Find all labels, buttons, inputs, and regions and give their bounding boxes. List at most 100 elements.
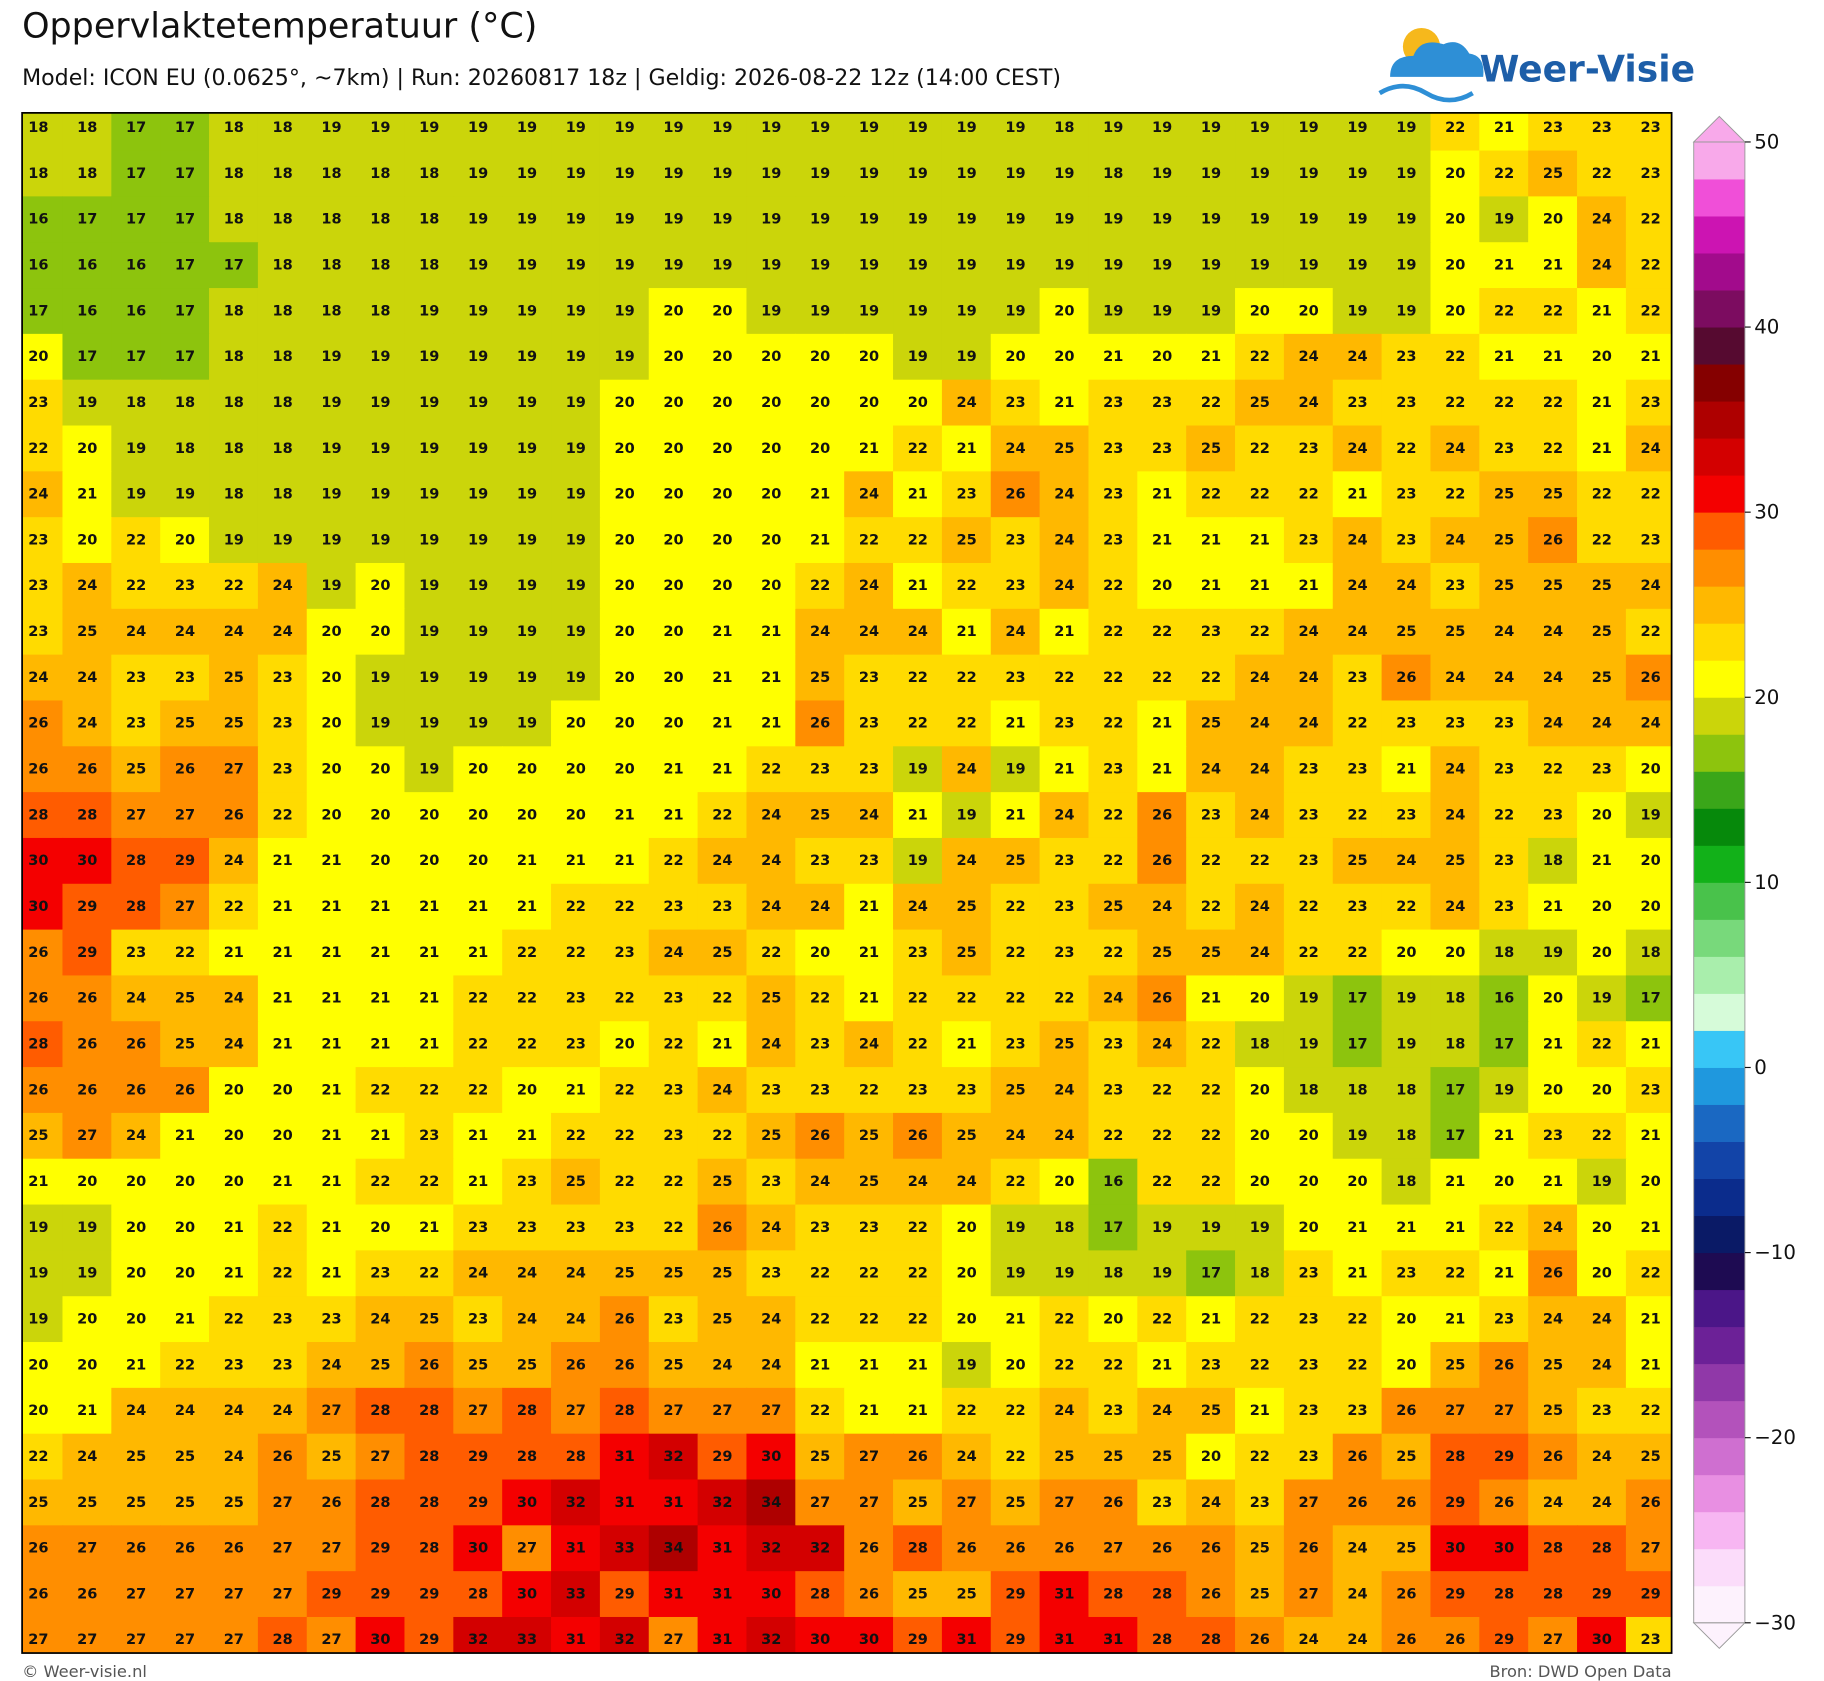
temperature-label: 25 <box>1054 1037 1074 1053</box>
temperature-cell <box>1088 1204 1139 1252</box>
temperature-label: 21 <box>1494 1128 1514 1144</box>
temperature-cell <box>1039 1204 1090 1252</box>
temperature-cell <box>306 1296 357 1343</box>
temperature-label: 18 <box>1054 120 1074 136</box>
temperature-label: 24 <box>77 1449 97 1465</box>
temperature-label: 19 <box>566 212 586 228</box>
temperature-cell <box>502 1021 552 1068</box>
temperature-cell <box>746 1021 797 1068</box>
temperature-cell <box>1137 562 1187 610</box>
temperature-label: 20 <box>1250 1128 1270 1144</box>
temperature-label: 17 <box>126 349 146 365</box>
temperature-label: 23 <box>859 716 879 732</box>
temperature-label: 20 <box>273 1128 293 1144</box>
temperature-label: 26 <box>859 1586 879 1602</box>
temperature-cell <box>62 1433 113 1481</box>
temperature-label: 18 <box>1396 1128 1416 1144</box>
temperature-label: 21 <box>810 532 830 548</box>
temperature-label: 24 <box>1445 807 1465 823</box>
temperature-label: 29 <box>468 1449 488 1465</box>
temperature-cell <box>746 1433 797 1481</box>
temperature-cell <box>844 196 894 243</box>
temperature-label: 19 <box>1396 166 1416 182</box>
temperature-label: 20 <box>615 441 635 457</box>
temperature-label: 19 <box>1592 1174 1612 1190</box>
temperature-label: 22 <box>1396 441 1416 457</box>
temperature-label: 22 <box>1347 945 1367 961</box>
temperature-label: 24 <box>1396 853 1416 869</box>
temperature-cell <box>1088 1616 1139 1654</box>
temperature-cell <box>1088 471 1139 518</box>
temperature-label: 22 <box>1543 303 1563 319</box>
temperature-label: 24 <box>1152 899 1172 915</box>
temperature-cell <box>453 700 503 747</box>
temperature-label: 24 <box>126 1128 146 1144</box>
temperature-label: 24 <box>370 1311 390 1327</box>
temperature-cell <box>160 112 210 152</box>
temperature-label: 22 <box>1201 899 1221 915</box>
temperature-cell <box>160 700 210 747</box>
temperature-cell <box>1283 1158 1334 1206</box>
temperature-label: 19 <box>321 349 341 365</box>
temperature-label: 20 <box>1054 303 1074 319</box>
temperature-cell <box>355 1571 406 1618</box>
temperature-label: 20 <box>1396 945 1416 961</box>
temperature-cell <box>1479 1387 1529 1435</box>
temperature-cell <box>160 883 210 931</box>
temperature-cell <box>1381 471 1432 518</box>
temperature-label: 25 <box>1201 945 1221 961</box>
temperature-label: 20 <box>1641 1174 1661 1190</box>
temperature-cell <box>1283 1616 1334 1654</box>
temperature-cell <box>160 1387 210 1435</box>
temperature-cell <box>209 1433 259 1481</box>
temperature-label: 26 <box>175 1082 195 1098</box>
temperature-cell <box>502 654 552 702</box>
temperature-cell <box>1381 654 1432 702</box>
temperature-label: 20 <box>517 807 537 823</box>
temperature-label: 34 <box>663 1541 683 1557</box>
temperature-label: 19 <box>908 212 928 228</box>
temperature-cell <box>453 1479 503 1527</box>
temperature-cell <box>697 1387 748 1435</box>
temperature-cell <box>160 975 210 1022</box>
temperature-cell <box>355 1525 406 1572</box>
temperature-cell <box>746 1616 797 1654</box>
temperature-cell <box>257 425 308 473</box>
temperature-cell <box>1479 333 1529 381</box>
temperature-label: 21 <box>1054 624 1074 640</box>
temperature-cell <box>1283 746 1334 793</box>
temperature-cell <box>697 196 748 243</box>
temperature-cell <box>697 1525 748 1572</box>
temperature-cell <box>1235 425 1285 473</box>
temperature-label: 29 <box>370 1586 390 1602</box>
temperature-label: 27 <box>712 1403 732 1419</box>
temperature-cell <box>990 1616 1041 1654</box>
temperature-cell <box>453 1387 503 1435</box>
temperature-cell <box>1235 1158 1285 1206</box>
temperature-cell <box>209 929 259 977</box>
temperature-label: 26 <box>224 807 244 823</box>
temperature-cell <box>990 1204 1041 1252</box>
temperature-label: 22 <box>1152 1082 1172 1098</box>
temperature-label: 27 <box>1445 1403 1465 1419</box>
temperature-label: 23 <box>1103 1082 1123 1098</box>
temperature-label: 23 <box>859 1220 879 1236</box>
temperature-label: 26 <box>126 1541 146 1557</box>
temperature-cell <box>599 837 650 885</box>
temperature-label: 26 <box>1494 1357 1514 1373</box>
temperature-label: 22 <box>615 899 635 915</box>
temperature-cell <box>209 1296 259 1343</box>
temperature-cell <box>990 883 1041 931</box>
temperature-cell <box>1283 792 1334 839</box>
temperature-cell <box>1039 1021 1090 1068</box>
temperature-label: 23 <box>1494 441 1514 457</box>
temperature-label: 19 <box>468 624 488 640</box>
temperature-cell <box>502 975 552 1022</box>
temperature-cell <box>306 1204 357 1252</box>
temperature-label: 21 <box>663 762 683 778</box>
temperature-cell <box>1186 1525 1236 1572</box>
temperature-cell <box>1137 746 1187 793</box>
temperature-label: 19 <box>1152 166 1172 182</box>
temperature-label: 21 <box>957 441 977 457</box>
temperature-cell <box>1625 1479 1672 1527</box>
